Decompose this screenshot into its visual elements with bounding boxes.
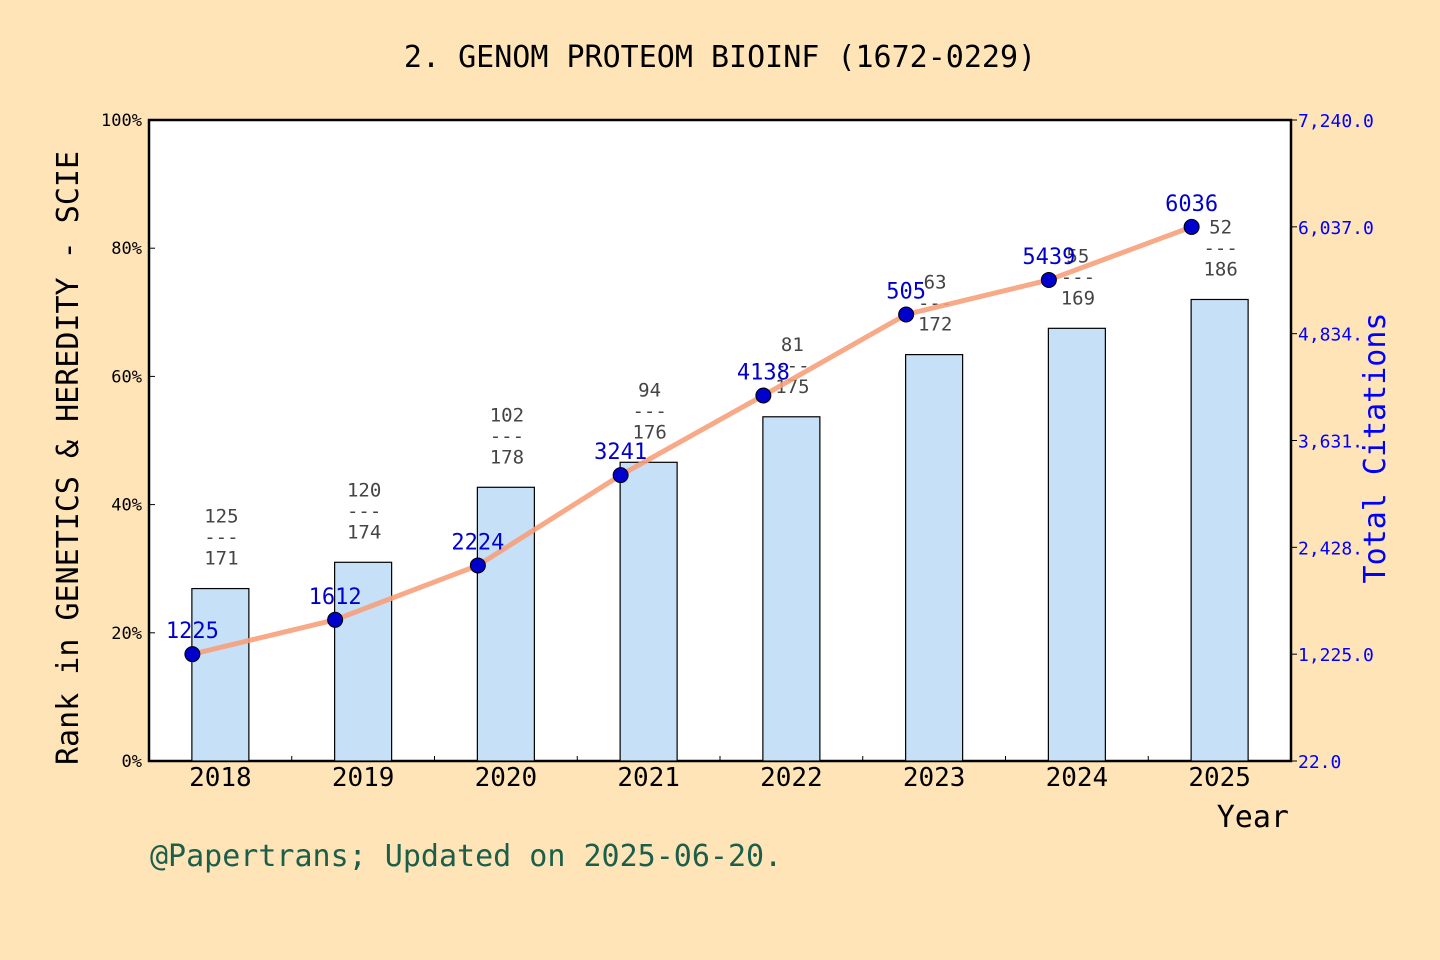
y-right-tick-label: 22.0 — [1298, 752, 1341, 773]
citation-label: 505 — [886, 279, 926, 304]
rank-total: 186 — [1203, 258, 1237, 280]
citation-point-2020 — [469, 557, 486, 574]
rank-value: 52 — [1209, 216, 1232, 238]
rank-separator: --- — [490, 425, 524, 447]
citation-labels: 1225 1612 2224 3241 4138 505 5439 6036 — [166, 192, 1218, 644]
y-axis-right: 22.0 1,225.0 2,428. 3,631. 4,834. 6,037.0 7,24… — [1291, 111, 1374, 773]
rank-total: 169 — [1061, 287, 1095, 309]
rank-separator: --- — [1203, 237, 1237, 259]
x-tick-label: 2023 — [903, 763, 966, 793]
rank-value: 120 — [347, 479, 381, 501]
x-tick-label: 2021 — [617, 763, 680, 793]
rank-total: 176 — [632, 421, 666, 443]
bar-2024 — [1047, 327, 1106, 762]
bar-2023 — [905, 354, 964, 762]
y-axis-left-label: Rank in GENETICS & HEREDITY - SCIE — [51, 151, 86, 765]
y-left-tick-label: 80% — [111, 239, 142, 259]
y-axis-left: 0% 20% 40% 60% 80% 100% — [101, 111, 155, 772]
bar-2020 — [476, 486, 535, 762]
rank-total: 174 — [347, 521, 381, 543]
x-tick-label: 2025 — [1188, 763, 1251, 793]
y-right-tick-label: 3,631. — [1298, 432, 1363, 453]
rank-value: 63 — [924, 272, 947, 294]
citation-point-2025 — [1183, 218, 1200, 235]
y-right-tick-label: 4,834. — [1298, 325, 1363, 346]
y-left-tick-label: 0% — [122, 752, 142, 772]
bar-2019 — [334, 561, 393, 762]
x-tick-label: 2024 — [1046, 763, 1109, 793]
bar-2025 — [1190, 298, 1249, 762]
rank-total: 171 — [204, 548, 238, 570]
bar-2021 — [619, 461, 678, 762]
rank-total: 178 — [490, 446, 524, 468]
bar-series — [191, 298, 1249, 762]
citation-label: 1225 — [166, 619, 219, 644]
rank-labels: 125---171120---174102---17894---17681---… — [204, 216, 1238, 569]
citation-point-2018 — [184, 646, 201, 663]
rank-value: 125 — [204, 506, 238, 528]
citation-point-2022 — [755, 387, 772, 404]
citation-label: 6036 — [1165, 192, 1218, 217]
y-axis-right-label: Total Citations — [1358, 313, 1393, 584]
y-left-tick-label: 40% — [111, 496, 142, 516]
rank-value: 81 — [781, 334, 804, 356]
y-right-tick-label: 6,037.0 — [1298, 218, 1374, 239]
citation-label: 1612 — [309, 585, 362, 610]
citation-point-2023 — [898, 306, 915, 323]
citation-label: 2224 — [451, 530, 504, 555]
rank-separator: --- — [347, 500, 381, 522]
rank-value: 94 — [638, 379, 661, 401]
x-axis: 2018 2019 2020 2021 2022 2023 2024 2025 — [148, 756, 1292, 793]
x-axis-label: Year — [1217, 800, 1289, 835]
rank-total: 172 — [918, 314, 952, 336]
footer-text: @Papertrans; Updated on 2025-06-20. — [150, 839, 782, 874]
x-tick-label: 2020 — [475, 763, 538, 793]
x-tick-label: 2019 — [332, 763, 395, 793]
plot-area — [147, 118, 1293, 763]
y-right-tick-label: 1,225.0 — [1298, 645, 1374, 666]
citation-line — [191, 224, 1193, 657]
rank-value: 55 — [1066, 245, 1089, 267]
chart-title: 2. GENOM PROTEOM BIOINF (1672-0229) — [404, 40, 1036, 75]
citation-point-2024 — [1040, 271, 1057, 288]
x-tick-label: 2018 — [189, 763, 252, 793]
bar-2022 — [762, 416, 821, 762]
citation-label: 5439 — [1022, 245, 1075, 270]
y-right-tick-label: 2,428. — [1298, 538, 1363, 559]
rank-separator: --- — [632, 400, 666, 422]
citation-label: 4138 — [737, 360, 790, 385]
y-left-tick-label: 100% — [101, 111, 142, 131]
citation-point-2021 — [612, 467, 629, 484]
line-series — [184, 218, 1200, 663]
x-tick-label: 2022 — [760, 763, 823, 793]
y-right-tick-label: 7,240.0 — [1298, 111, 1374, 132]
citation-point-2019 — [327, 611, 344, 628]
y-left-tick-label: 60% — [111, 367, 142, 387]
y-left-tick-label: 20% — [111, 624, 142, 644]
bar-2018 — [191, 587, 250, 762]
rank-separator: --- — [204, 527, 238, 549]
rank-value: 102 — [490, 404, 524, 426]
citation-label: 3241 — [594, 440, 647, 465]
